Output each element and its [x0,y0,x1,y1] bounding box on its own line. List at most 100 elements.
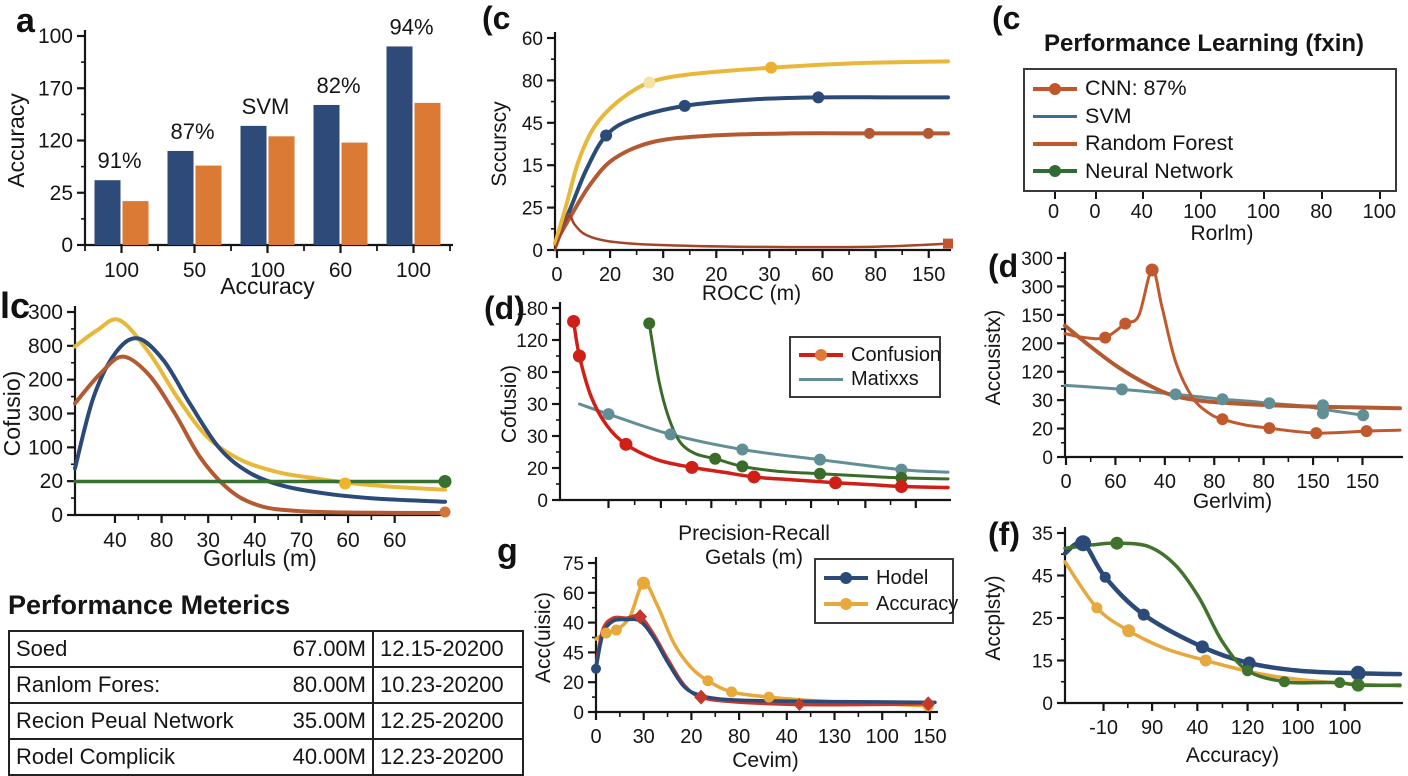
svg-text:75: 75 [563,554,584,575]
table-row: Soed 67.00M 12.15-20200 [9,631,523,667]
date-cell: 12.23-20200 [372,738,523,775]
svg-text:Cevim): Cevim) [732,749,799,772]
svg-text:Getals (m): Getals (m) [705,546,803,569]
svg-text:20: 20 [563,673,584,694]
svg-text:120: 120 [38,130,73,153]
svg-text:0: 0 [532,241,543,262]
svg-text:80: 80 [865,264,887,286]
hodel-dot-icon [840,572,852,584]
legend-panel-title: Performance Learning (fxin) [1043,30,1365,57]
hodel-line-swatch [824,572,868,584]
svg-text:80: 80 [527,363,548,384]
confusion-line-swatch [799,349,843,361]
svg-text:Accplsty): Accplsty) [982,575,1005,660]
svg-text:30: 30 [527,395,548,416]
svg-text:Cofusio): Cofusio) [0,371,25,457]
legend-label: Random Forest [1085,131,1234,156]
svg-text:Sccurscy: Sccurscy [488,101,511,187]
svg-text:0: 0 [51,504,63,527]
svg-text:45: 45 [522,114,543,135]
value-cell: 80.00M [260,666,373,703]
svg-text:40: 40 [1186,717,1208,739]
svg-text:20: 20 [527,459,548,480]
tick-label: 80 [1310,192,1332,224]
svg-text:100: 100 [396,259,431,282]
panel-lc-letter: lc [0,285,31,326]
value-cell: 40.00M [260,738,373,775]
legend-item-neural-network: Neural Network [1033,159,1387,184]
legend-label: Matixxs [851,367,919,390]
panel-g-letter: g [497,532,518,570]
svg-text:300: 300 [28,403,63,426]
svg-text:100: 100 [1281,717,1314,739]
metrics-table: Soed 67.00M 12.15-20200 Ranlom Fores: 80… [8,630,524,776]
tick-label: 40 [1131,192,1153,224]
svg-text:60: 60 [563,584,584,605]
tick-label: 100 [1183,192,1216,224]
tick-label: 0 [1089,192,1100,224]
svg-text:0: 0 [1060,471,1071,493]
svg-text:300: 300 [1021,277,1053,298]
panel-d-right-letter: (d [988,248,1019,284]
svg-text:15: 15 [522,156,543,177]
legend-panel-x-label: Rorlm) [1190,222,1254,245]
svg-text:200: 200 [1021,334,1053,355]
svg-text:87%: 87% [170,119,214,144]
legend-item-random-forest: Random Forest [1033,131,1387,156]
line-chart-c-mid: 60 80 45 15 25 00 20 30 20 30 60 80 150 Sccurscy ROCC … [488,29,953,305]
svg-text:120: 120 [1021,363,1053,384]
legend-item-matixxs: Matixxs [799,368,931,391]
svg-text:20: 20 [40,470,63,493]
svg-text:Accuracy): Accuracy) [1186,744,1279,767]
confusion-legend: Confusion Matixxs [789,336,941,398]
svg-text:20: 20 [705,264,727,286]
svg-text:50: 50 [183,259,206,282]
svg-text:Accuracy: Accuracy [3,93,29,188]
cnn-dot-icon [1049,82,1061,95]
svg-text:60: 60 [1104,471,1126,493]
model-name-cell: Rodel Complicik [9,738,260,775]
svg-text:0: 0 [1042,694,1053,715]
svg-text:Gorluls (m): Gorluls (m) [203,545,317,571]
legend-item-hodel: Hodel [824,567,944,590]
svg-text:0: 0 [537,491,548,512]
legend-item-cnn: CNN: 87% [1033,76,1387,101]
svg-text:100: 100 [1328,717,1361,739]
svg-text:40: 40 [243,529,266,552]
date-cell: 10.23-20200 [372,666,523,703]
svg-text:60: 60 [383,529,406,552]
panel-c-right-letter: (c [992,0,1021,36]
svg-text:30: 30 [652,264,674,286]
svg-text:150: 150 [1021,306,1053,327]
table-title: Performance Meterics [8,590,291,620]
svg-text:25: 25 [50,182,73,205]
svg-text:80: 80 [1203,471,1225,493]
svg-text:300: 300 [28,301,63,324]
svg-text:150: 150 [912,264,945,286]
line-chart-f: 35 45 25 15 0 -10 90 40 120 100 100 Accplsty) Accura… [982,524,1403,767]
svg-text:70: 70 [290,529,313,552]
svg-text:0: 0 [1042,448,1053,469]
legend-label: SVM [1085,103,1132,128]
panel-a-letter: a [16,2,35,40]
svg-text:300: 300 [1021,249,1053,270]
svg-text:30: 30 [1032,391,1053,412]
accuracy-dot-icon [840,598,852,610]
svg-text:Precision-Recall: Precision-Recall [678,522,830,545]
legend-item-svm: SVM [1033,104,1387,129]
svg-text:100: 100 [38,25,73,48]
svg-text:80: 80 [728,726,750,748]
table-row: Ranlom Fores: 80.00M 10.23-20200 [9,666,523,703]
svg-text:90: 90 [1141,717,1163,739]
legend-label: CNN: 87% [1085,76,1187,101]
table-row: Rodel Complicik 40.00M 12.23-20200 [9,738,523,775]
svg-text:15: 15 [1032,652,1053,673]
svg-text:130: 130 [818,726,851,748]
svg-text:45: 45 [563,643,584,664]
legend-panel-axis-ticks: 0 0 40 100 100 80 100 [1048,192,1396,224]
svg-text:120: 120 [1231,717,1264,739]
model-name-cell: Recion Peual Network [9,702,260,739]
nn-line-swatch [1033,165,1077,178]
